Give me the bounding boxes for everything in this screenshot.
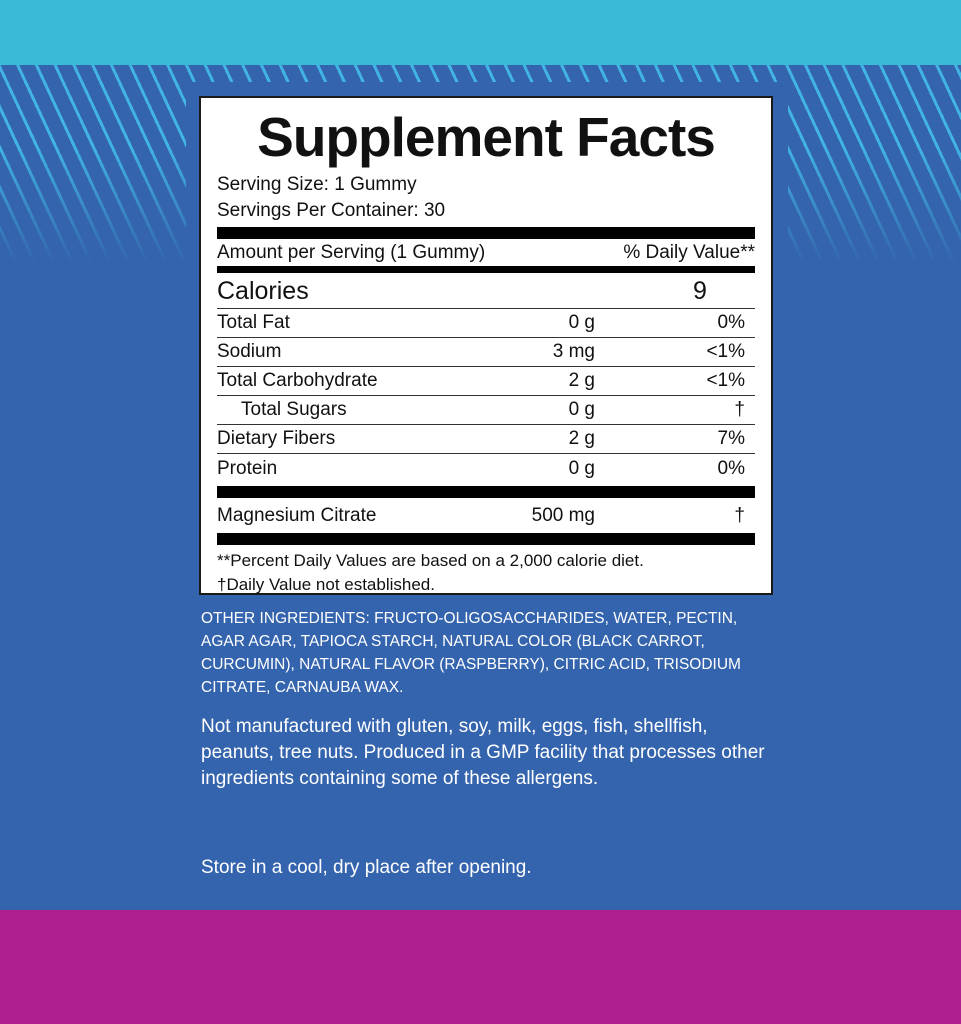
bottom-band bbox=[0, 910, 961, 1024]
active-row: Magnesium Citrate 500 mg † bbox=[217, 501, 755, 530]
nutrient-name: Total Sugars bbox=[241, 399, 347, 420]
nutrient-dv: † bbox=[734, 399, 745, 420]
nutrient-amount: 3 mg bbox=[552, 341, 595, 362]
divider bbox=[217, 533, 755, 545]
nutrient-name: Total Carbohydrate bbox=[217, 370, 378, 391]
supplement-facts-panel: Supplement Facts Serving Size: 1 Gummy S… bbox=[199, 96, 773, 595]
nutrient-dv: 0% bbox=[717, 457, 745, 479]
nutrient-dv: 7% bbox=[717, 428, 745, 449]
top-band bbox=[0, 0, 961, 65]
nutrient-amount: 0 g bbox=[568, 399, 595, 420]
nutrient-dv: <1% bbox=[706, 370, 745, 391]
divider bbox=[217, 266, 755, 273]
serving-size: Serving Size: 1 Gummy bbox=[217, 174, 417, 195]
nutrient-amount: 0 g bbox=[568, 312, 595, 333]
amount-header-row: Amount per Serving (1 Gummy) % Daily Val… bbox=[217, 242, 755, 264]
nutrient-amount: 2 g bbox=[568, 370, 595, 391]
nutrient-amount: 500 mg bbox=[531, 504, 595, 526]
other-ingredients-text: FRUCTO-OLIGOSACCHARIDES, WATER, PECTIN, … bbox=[201, 610, 741, 696]
nutrient-row: Total Sugars 0 g † bbox=[217, 396, 755, 425]
calories-value: 9 bbox=[693, 277, 707, 305]
nutrient-row: Total Carbohydrate 2 g <1% bbox=[217, 367, 755, 396]
nutrient-row: Dietary Fibers 2 g 7% bbox=[217, 425, 755, 454]
nutrient-name: Dietary Fibers bbox=[217, 428, 336, 449]
footnote-dagger: †Daily Value not established. bbox=[217, 575, 435, 594]
nutrient-dv: <1% bbox=[706, 341, 745, 362]
nutrient-dv: † bbox=[734, 504, 745, 526]
nutrient-row: Protein 0 g 0% bbox=[217, 454, 755, 483]
nutrient-row: Total Fat 0 g 0% bbox=[217, 309, 755, 338]
calories-row: Calories 9 bbox=[217, 275, 755, 309]
footnote-dv: **Percent Daily Values are based on a 2,… bbox=[217, 551, 644, 570]
nutrient-amount: 0 g bbox=[568, 457, 595, 479]
other-ingredients: OTHER INGREDIENTS: FRUCTO-OLIGOSACCHARID… bbox=[201, 607, 781, 699]
servings-per-container: Servings Per Container: 30 bbox=[217, 200, 446, 221]
amount-header: Amount per Serving (1 Gummy) bbox=[217, 242, 486, 263]
divider bbox=[217, 486, 755, 498]
allergen-statement: Not manufactured with gluten, soy, milk,… bbox=[201, 716, 765, 789]
nutrient-dv: 0% bbox=[717, 312, 745, 333]
divider bbox=[217, 227, 755, 239]
nutrient-row: Sodium 3 mg <1% bbox=[217, 338, 755, 367]
dv-header: % Daily Value** bbox=[623, 242, 755, 263]
storage-instructions: Store in a cool, dry place after opening… bbox=[201, 857, 532, 878]
nutrient-name: Protein bbox=[217, 457, 278, 479]
nutrient-name: Total Fat bbox=[217, 312, 290, 333]
calories-label: Calories bbox=[217, 277, 309, 305]
nutrient-amount: 2 g bbox=[568, 428, 595, 449]
other-ingredients-label: OTHER INGREDIENTS: bbox=[201, 610, 370, 627]
nutrient-name: Sodium bbox=[217, 341, 282, 362]
nutrient-name: Magnesium Citrate bbox=[217, 504, 377, 526]
facts-title: Supplement Facts bbox=[257, 106, 716, 168]
